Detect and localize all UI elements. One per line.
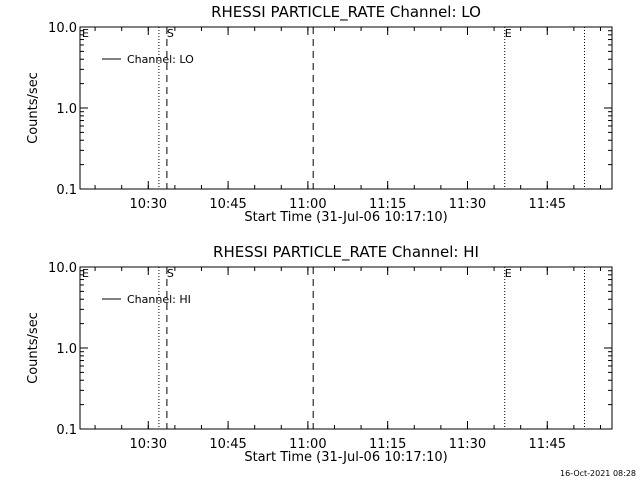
x-tick-label: 11:30 [449, 437, 486, 452]
y-tick-label: 0.1 [56, 183, 77, 198]
chart-panel-hi: RHESSI PARTICLE_RATE Channel: HI 0.1 1.0 10… [26, 243, 613, 465]
time-marker-label: S [167, 267, 174, 280]
x-tick-label: 10:45 [209, 437, 246, 452]
y-tick-label: 0.1 [56, 423, 77, 438]
x-tick-label: 10:30 [130, 197, 167, 212]
plot-frame [79, 266, 613, 430]
chart-panel-lo: RHESSI PARTICLE_RATE Channel: LO 0.1 1.0 10… [26, 3, 613, 225]
y-axis-label: Counts/sec [26, 72, 41, 144]
x-tick-label: 11:45 [529, 437, 566, 452]
x-tick-label: 10:30 [130, 437, 167, 452]
y-axis-label: Counts/sec [26, 312, 41, 384]
x-tick-label: 11:45 [529, 197, 566, 212]
y-tick-label: 10.0 [48, 21, 77, 36]
y-tick-label: 1.0 [56, 342, 77, 357]
y-tick-label: 1.0 [56, 102, 77, 117]
x-tick-label: 11:15 [369, 437, 406, 452]
x-axis-label: Start Time (31-Jul-06 10:17:10) [244, 210, 447, 225]
corner-label: E [82, 27, 89, 40]
x-tick-label: 11:00 [289, 197, 326, 212]
x-tick-label: 11:00 [289, 437, 326, 452]
time-marker-label: S [167, 27, 174, 40]
x-tick-label: 11:30 [449, 197, 486, 212]
x-tick-label: 11:15 [369, 197, 406, 212]
chart-title: RHESSI PARTICLE_RATE Channel: HI [213, 243, 479, 262]
legend-entry: Channel: LO [127, 53, 194, 66]
footer-timestamp: 16-Oct-2021 08:28 [560, 469, 636, 478]
x-tick-label: 10:45 [209, 197, 246, 212]
chart-title: RHESSI PARTICLE_RATE Channel: LO [211, 3, 481, 22]
corner-label: E [82, 267, 89, 280]
x-axis-label: Start Time (31-Jul-06 10:17:10) [244, 450, 447, 465]
plot-frame [79, 26, 613, 190]
y-tick-label: 10.0 [48, 261, 77, 276]
time-marker-label: E [505, 27, 512, 40]
time-marker-label: E [505, 267, 512, 280]
legend-entry: Channel: HI [127, 293, 191, 306]
